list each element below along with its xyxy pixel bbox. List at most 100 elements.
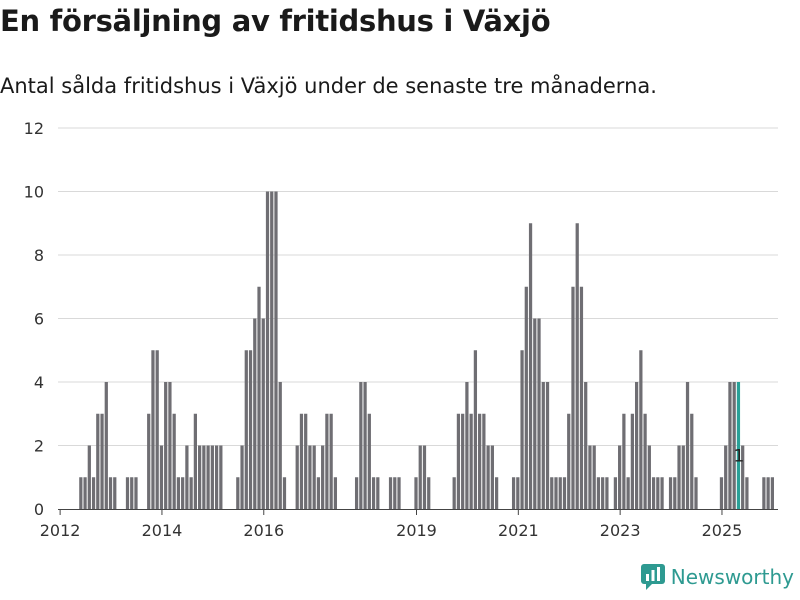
bar xyxy=(113,477,117,509)
bar xyxy=(545,382,550,509)
bar xyxy=(639,350,643,509)
newsworthy-logo-icon xyxy=(640,564,665,590)
bar xyxy=(104,382,108,509)
x-tick-label: 2019 xyxy=(396,521,437,540)
grid-lines xyxy=(58,127,778,446)
bar xyxy=(685,382,690,509)
bar xyxy=(469,413,473,509)
bar xyxy=(418,445,422,509)
bar xyxy=(371,477,376,509)
bar xyxy=(359,382,363,509)
bar xyxy=(304,413,308,509)
bar xyxy=(278,382,282,509)
bar xyxy=(579,286,584,509)
bar xyxy=(295,445,299,509)
bar xyxy=(630,413,634,509)
bar xyxy=(651,477,656,509)
x-axis: 2012 2014 2016 2019 2021 2023 2025 xyxy=(40,509,778,540)
bar xyxy=(567,413,571,509)
bar xyxy=(452,477,456,509)
bar xyxy=(134,477,138,509)
y-tick-label: 0 xyxy=(34,500,44,519)
y-tick-label: 10 xyxy=(24,183,44,202)
bar xyxy=(694,477,698,509)
bar xyxy=(745,477,749,509)
bar xyxy=(388,477,393,509)
bar xyxy=(236,477,240,509)
bar xyxy=(363,382,367,509)
bar xyxy=(147,413,151,509)
bar xyxy=(719,477,724,509)
bar xyxy=(516,477,520,509)
bar xyxy=(96,413,100,509)
bar xyxy=(325,413,329,509)
y-tick-label: 4 xyxy=(34,373,44,392)
bar xyxy=(176,477,181,509)
bar xyxy=(265,191,270,509)
x-tick-label: 2012 xyxy=(40,521,81,540)
bar xyxy=(164,382,168,509)
bar xyxy=(299,413,304,509)
bar xyxy=(473,350,478,509)
bar xyxy=(214,445,219,509)
bar xyxy=(592,445,596,509)
bar xyxy=(270,191,274,509)
bar xyxy=(770,477,774,509)
chart-subtitle: Antal sålda fritidshus i Växjö under de … xyxy=(0,74,657,98)
x-tick-label: 2025 xyxy=(702,521,743,540)
bar xyxy=(312,445,316,509)
x-tick-label: 2021 xyxy=(498,521,539,540)
bar xyxy=(511,477,516,509)
bar xyxy=(168,382,172,509)
bar xyxy=(244,350,248,509)
bar xyxy=(605,477,609,509)
bar xyxy=(584,382,588,509)
bar xyxy=(172,413,176,509)
brand-name: Newsworthy xyxy=(670,565,794,589)
bar xyxy=(427,477,431,509)
bar xyxy=(193,413,197,509)
bar-highlight xyxy=(736,382,741,509)
bar xyxy=(87,445,91,509)
bar xyxy=(130,477,134,509)
bar xyxy=(647,445,651,509)
bar xyxy=(181,477,185,509)
bar xyxy=(456,413,461,509)
bar xyxy=(461,413,465,509)
bar-series xyxy=(79,191,774,509)
bar xyxy=(681,445,685,509)
bar xyxy=(202,445,206,509)
bar xyxy=(253,318,257,509)
brand-logo[interactable]: Newsworthy xyxy=(640,562,794,592)
bar xyxy=(533,318,537,509)
bar xyxy=(601,477,605,509)
bar xyxy=(248,350,253,509)
chart-title: En försäljning av fritidshus i Växjö xyxy=(0,4,551,38)
highlight-value-label: 1 xyxy=(734,446,745,466)
bar xyxy=(240,445,244,509)
bar xyxy=(79,477,83,509)
bar xyxy=(724,445,728,509)
bar xyxy=(282,477,287,509)
bar xyxy=(626,477,630,509)
bar xyxy=(766,477,770,509)
bar xyxy=(660,477,664,509)
bar xyxy=(634,382,639,509)
bar xyxy=(643,413,647,509)
bar xyxy=(550,477,554,509)
bar xyxy=(596,477,601,509)
bar xyxy=(622,413,626,509)
bar xyxy=(677,445,681,509)
bar xyxy=(541,382,545,509)
bar xyxy=(261,318,265,509)
bar xyxy=(329,413,333,509)
bar xyxy=(151,350,155,509)
bar xyxy=(125,477,130,509)
bar xyxy=(490,445,494,509)
bar xyxy=(558,477,562,509)
x-tick-label: 2023 xyxy=(600,521,641,540)
bar xyxy=(478,413,482,509)
x-tick-label: 2016 xyxy=(243,521,284,540)
bar xyxy=(206,445,210,509)
